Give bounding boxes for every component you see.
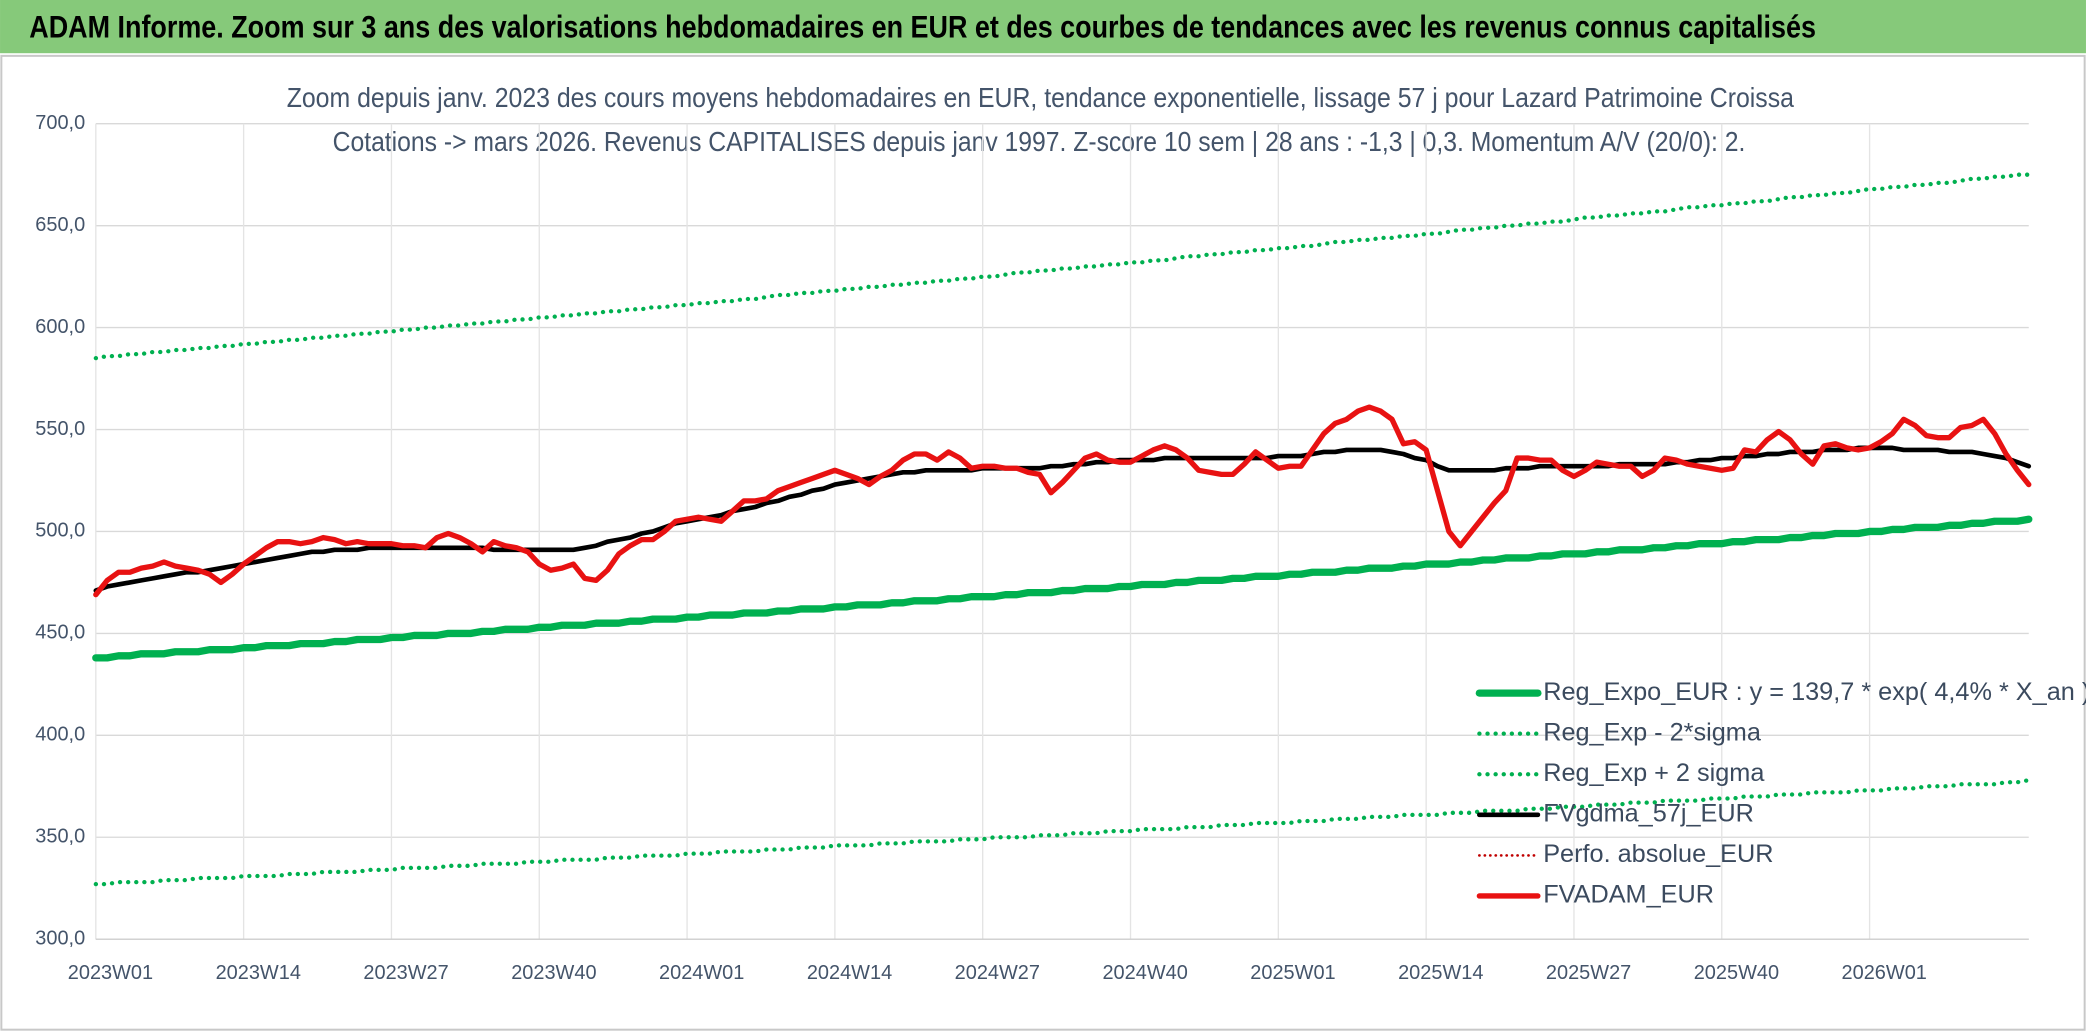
banner: [0, 0, 2086, 54]
legend-label: Perfo. absolue_EUR: [1543, 840, 1773, 868]
y-tick-label: 300,0: [35, 927, 85, 949]
x-tick-label: 2023W01: [68, 962, 153, 984]
legend-label: Reg_Expo_EUR : y = 139,7 * exp( 4,4% * X…: [1543, 678, 2086, 706]
x-tick-label: 2024W14: [807, 962, 892, 984]
y-tick-label: 500,0: [35, 520, 85, 542]
legend-label: Reg_Exp - 2*sigma: [1543, 718, 1762, 746]
y-tick-label: 450,0: [35, 622, 85, 644]
chart-subtitle: Cotations -> mars 2026. Revenus CAPITALI…: [333, 126, 1746, 157]
x-tick-label: 2024W27: [955, 962, 1040, 984]
legend-label: Reg_Exp + 2 sigma: [1543, 759, 1765, 787]
y-tick-label: 550,0: [35, 418, 85, 440]
x-tick-label: 2024W40: [1102, 962, 1187, 984]
x-tick-label: 2026W01: [1842, 962, 1927, 984]
y-tick-label: 650,0: [35, 214, 85, 236]
chart-title: Zoom depuis janv. 2023 des cours moyens …: [287, 82, 1795, 113]
series-line: [93, 172, 2031, 361]
x-tick-label: 2023W14: [216, 962, 301, 984]
legend-label: FVgdma_57j_EUR: [1543, 799, 1754, 827]
series-line: [92, 515, 2033, 662]
series-line: [93, 778, 2031, 887]
y-tick-label: 600,0: [35, 316, 85, 338]
x-tick-label: 2024W01: [659, 962, 744, 984]
x-tick-label: 2025W01: [1250, 962, 1335, 984]
banner-title: ADAM Informe. Zoom sur 3 ans des valoris…: [29, 9, 1816, 45]
x-tick-label: 2023W27: [363, 962, 448, 984]
series-line: [93, 404, 2032, 598]
x-tick-label: 2025W27: [1546, 962, 1631, 984]
chart: Zoom depuis janv. 2023 des cours moyens …: [287, 82, 1795, 157]
x-tick-label: 2025W14: [1398, 962, 1483, 984]
x-tick-label: 2023W40: [511, 962, 596, 984]
y-tick-label: 700,0: [35, 112, 85, 134]
y-tick-label: 350,0: [35, 826, 85, 848]
y-tick-label: 400,0: [35, 724, 85, 746]
legend-label: FVADAM_EUR: [1543, 881, 1714, 909]
x-tick-label: 2025W40: [1694, 962, 1779, 984]
